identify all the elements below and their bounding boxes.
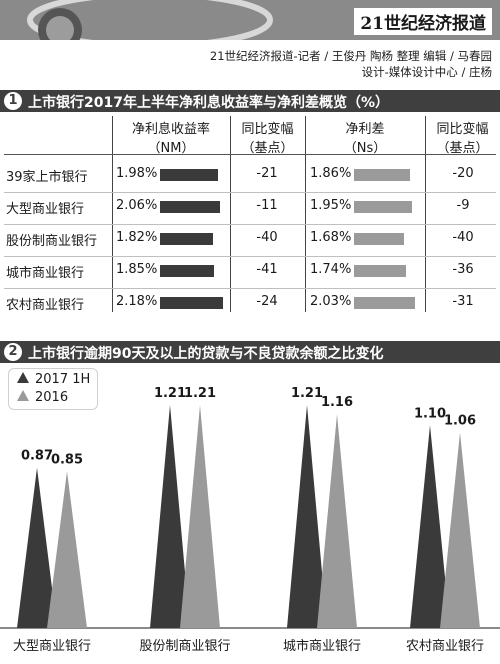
ns-bar — [354, 201, 412, 213]
data-label: 1.06 — [444, 414, 476, 429]
triangle-bar-2017 — [287, 405, 327, 628]
column-header-unit: （Ns） — [343, 141, 387, 156]
triangle-bar-2017 — [150, 405, 190, 628]
triangle-icon — [17, 390, 29, 401]
ns-change: -20 — [452, 166, 474, 181]
ns-bar — [354, 297, 415, 309]
ns-bar — [354, 233, 404, 245]
ns-value: 1.74% — [310, 262, 352, 277]
legend-item-2016: 2016 — [17, 390, 68, 405]
category-label: 股份制商业银行 — [139, 639, 230, 654]
triangle-bar-2016 — [440, 432, 480, 628]
column-header-unit: （基点） — [436, 141, 489, 156]
column-header-label: 净利差 — [345, 122, 385, 137]
nim-change: -11 — [256, 198, 278, 213]
column-header-label: 净利息收益率 — [131, 122, 210, 137]
chart-legend: 2017 1H 2016 — [8, 368, 98, 410]
column-header: 净利息收益率 （NM） — [112, 118, 230, 156]
section-1-header: 1 上市银行2017年上半年净利息收益率与净利差概览（%） — [0, 90, 500, 112]
row-label: 39家上市银行 — [6, 170, 88, 185]
category-label: 农村商业银行 — [406, 639, 484, 654]
row-divider — [4, 288, 496, 289]
column-header-unit: （NM） — [147, 141, 195, 156]
nim-bar — [160, 169, 218, 181]
row-divider — [4, 192, 496, 193]
section-title: 上市银行2017年上半年净利息收益率与净利差概览（%） — [28, 95, 389, 111]
nim-change: -21 — [256, 166, 278, 181]
nim-value: 2.06% — [116, 198, 158, 213]
ns-change: -9 — [456, 198, 470, 213]
ns-bar — [354, 169, 410, 181]
column-divider — [112, 116, 113, 312]
row-label: 大型商业银行 — [6, 202, 85, 217]
nim-value: 1.85% — [116, 262, 158, 277]
column-header-unit: （基点） — [241, 141, 294, 156]
row-label: 股份制商业银行 — [6, 234, 98, 249]
nim-change: -24 — [256, 294, 278, 309]
data-label: 1.16 — [321, 395, 353, 410]
triangle-bar-2016 — [317, 414, 357, 628]
paper-title: 21世纪经济报道 — [354, 8, 492, 35]
ns-bar — [354, 265, 406, 277]
category-label: 城市商业银行 — [283, 638, 361, 654]
column-divider — [425, 116, 426, 312]
triangle-bar-2016 — [47, 471, 87, 628]
ns-value: 1.68% — [310, 230, 352, 245]
credit-line: 设计-媒体设计中心 / 庄杨 — [361, 65, 492, 79]
data-label: 1.21 — [154, 386, 186, 401]
triangle-bar-2017 — [410, 425, 450, 628]
nim-value: 2.18% — [116, 294, 158, 309]
section-number: 1 — [4, 92, 22, 110]
column-header-label: 同比变幅 — [436, 122, 489, 137]
ns-change: -36 — [452, 262, 474, 277]
triangle-bar-2017 — [17, 467, 57, 628]
section-2-header: 2 上市银行逾期90天及以上的贷款与不良贷款余额之比变化 — [0, 341, 500, 363]
ratio-chart: 0.870.85大型商业银行1.211.21股份制商业银行1.211.16城市商… — [0, 386, 500, 654]
ns-value: 2.03% — [310, 294, 352, 309]
nim-change: -41 — [256, 262, 278, 277]
nim-bar — [160, 297, 223, 309]
ns-change: -40 — [452, 230, 474, 245]
triangle-icon — [17, 372, 29, 383]
ns-change: -31 — [452, 294, 474, 309]
data-label: 1.10 — [414, 406, 446, 421]
column-header-label: 同比变幅 — [241, 122, 294, 137]
rate-table: 净利息收益率 （NM） 同比变幅 （基点） 净利差 （Ns） 同比变幅 （基点） 39家上市银行… — [0, 116, 500, 313]
data-label: 0.85 — [51, 452, 83, 467]
triangle-bar-2016 — [180, 405, 220, 628]
column-header: 同比变幅 （基点） — [230, 118, 305, 156]
credit-line: 21世纪经济报道-记者 / 王俊丹 陶杨 整理 编辑 / 马春园 — [209, 49, 492, 63]
column-header: 同比变幅 （基点） — [425, 118, 500, 156]
legend-label: 2017 1H — [35, 372, 91, 387]
nim-change: -40 — [256, 230, 278, 245]
ns-value: 1.86% — [310, 166, 352, 181]
row-divider — [4, 256, 496, 257]
nim-value: 1.82% — [116, 230, 158, 245]
ns-value: 1.95% — [310, 198, 352, 213]
header-ornament — [0, 0, 300, 48]
column-divider — [305, 116, 306, 312]
legend-label: 2016 — [35, 390, 69, 405]
section-number: 2 — [4, 343, 22, 361]
row-label: 农村商业银行 — [6, 298, 85, 313]
legend-item-2017: 2017 1H — [17, 372, 90, 387]
column-header: 净利差 （Ns） — [305, 118, 425, 156]
nim-bar — [160, 233, 213, 245]
data-label: 0.87 — [21, 449, 53, 464]
row-divider — [4, 224, 496, 225]
header-divider — [4, 154, 496, 155]
column-divider — [230, 116, 231, 312]
data-label: 1.21 — [291, 386, 323, 401]
nim-value: 1.98% — [116, 166, 158, 181]
data-label: 1.21 — [184, 386, 216, 401]
section-title: 上市银行逾期90天及以上的贷款与不良贷款余额之比变化 — [28, 346, 384, 362]
nim-bar — [160, 265, 214, 277]
category-label: 大型商业银行 — [13, 639, 91, 654]
nim-bar — [160, 201, 220, 213]
row-label: 城市商业银行 — [6, 266, 85, 281]
